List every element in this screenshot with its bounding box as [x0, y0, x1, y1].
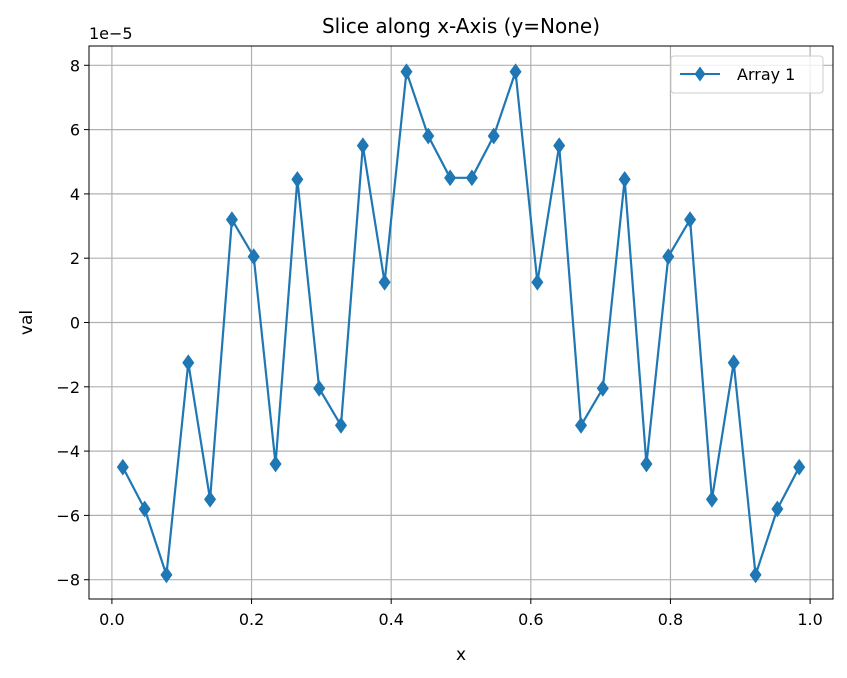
- data-point-marker: [138, 500, 151, 518]
- data-point-marker: [618, 171, 631, 188]
- data-point-marker: [269, 455, 282, 473]
- data-point-marker: [465, 169, 478, 187]
- legend-label-array-1: Array 1: [737, 65, 795, 84]
- data-point-marker: [356, 137, 369, 155]
- data-point-marker: [771, 500, 784, 518]
- series-line: [121, 70, 801, 576]
- y-axis-label: val: [17, 310, 37, 335]
- data-point-marker: [160, 566, 173, 584]
- x-tick-label: 0.4: [378, 610, 403, 629]
- x-tick-label: 1.0: [797, 610, 822, 629]
- y-axis: −8 −6 −4 −2 0 2 4 6 8: [56, 56, 89, 590]
- data-point-marker: [487, 127, 500, 145]
- y-tick-label: 4: [70, 185, 80, 204]
- data-point-marker: [291, 171, 304, 188]
- plot-series: [116, 63, 806, 584]
- grid: [89, 46, 833, 599]
- x-tick-label: 0.2: [239, 610, 264, 629]
- y-axis-offset-label: 1e−5: [89, 24, 133, 43]
- data-point-marker: [531, 273, 544, 291]
- data-point-marker: [400, 63, 413, 81]
- data-point-marker: [749, 566, 762, 584]
- data-point-marker: [225, 211, 238, 228]
- data-point-marker: [247, 248, 260, 265]
- data-point-marker: [313, 380, 326, 397]
- data-point-marker: [378, 273, 391, 291]
- data-point-marker: [575, 417, 588, 434]
- x-tick-label: 0.8: [658, 610, 683, 629]
- data-point-marker: [727, 354, 740, 372]
- y-tick-label: 2: [70, 249, 80, 268]
- y-tick-label: −8: [56, 571, 80, 590]
- legend: Array 1: [670, 55, 824, 94]
- x-axis-label: x: [456, 645, 466, 665]
- x-tick-label: 0.6: [518, 610, 543, 629]
- x-axis: 0.0 0.2 0.4 0.6 0.8 1.0: [99, 599, 823, 629]
- data-point-marker: [182, 354, 195, 372]
- chart-title: Slice along x-Axis (y=None): [322, 14, 600, 38]
- data-point-marker: [509, 63, 522, 81]
- legend-box: [670, 55, 824, 94]
- data-point-marker: [684, 211, 697, 228]
- y-tick-label: 8: [70, 56, 80, 75]
- legend-marker-diamond: [694, 66, 706, 82]
- data-point-marker: [204, 490, 217, 508]
- data-point-marker: [705, 490, 718, 508]
- data-point-marker: [596, 380, 609, 397]
- data-point-marker: [662, 248, 675, 265]
- data-point-marker: [640, 455, 653, 473]
- y-tick-label: −2: [56, 378, 80, 397]
- data-point-marker: [793, 458, 806, 476]
- data-point-marker: [116, 458, 129, 476]
- data-point-marker: [444, 169, 457, 187]
- x-tick-label: 0.0: [99, 610, 124, 629]
- y-tick-label: −6: [56, 506, 80, 525]
- data-point-marker: [422, 127, 435, 145]
- y-tick-label: −4: [56, 442, 80, 461]
- y-tick-label: 6: [70, 121, 80, 140]
- y-tick-label: 0: [70, 314, 80, 333]
- data-point-marker: [553, 137, 566, 155]
- data-point-marker: [334, 417, 347, 434]
